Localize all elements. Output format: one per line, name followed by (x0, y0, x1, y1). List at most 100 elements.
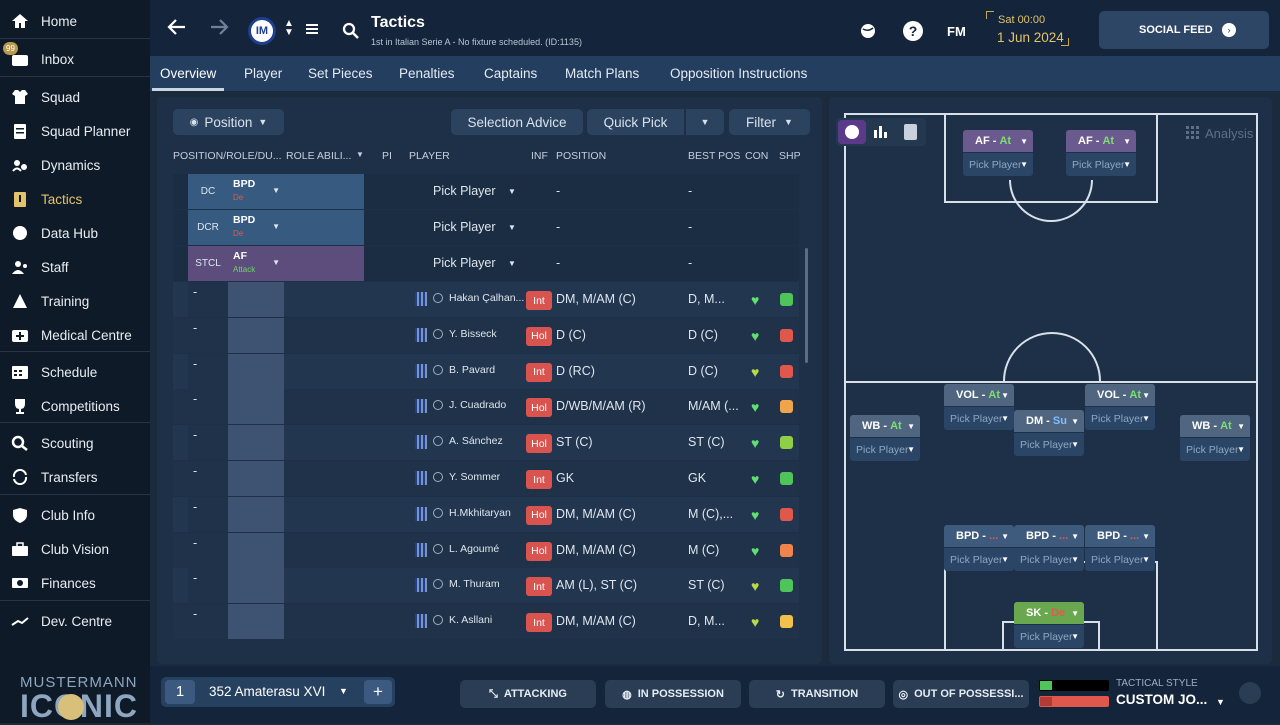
sidebar-item-dynamics[interactable]: Dynamics (0, 148, 150, 182)
forward-arrow-icon[interactable] (208, 16, 230, 41)
sidebar-item-staff[interactable]: Staff (0, 250, 150, 284)
role-badge[interactable]: BPD - ... ▼ (1014, 525, 1084, 547)
chevron-down-icon[interactable]: ▼ (1216, 697, 1225, 707)
tab-set-pieces[interactable]: Set Pieces (308, 66, 373, 81)
tab-match-plans[interactable]: Match Plans (565, 66, 640, 81)
table-scrollbar[interactable] (805, 248, 808, 363)
table-row[interactable]: DC BPD De ▼ Pick Player ▼ - - (173, 174, 799, 209)
role-badge[interactable]: AF - At ▼ (1066, 130, 1136, 152)
pick-player-dropdown[interactable]: Pick Player ▼ (944, 548, 1014, 571)
selection-advice-button[interactable]: Selection Advice (451, 109, 583, 135)
fm-logo[interactable]: FM (947, 24, 966, 39)
role-cell[interactable]: BPD De ▼ (228, 210, 284, 245)
column-header-position-role[interactable]: POSITION/ROLE/DU... (173, 150, 282, 162)
tab-overview[interactable]: Overview (151, 56, 225, 91)
transition-button[interactable]: ↻ TRANSITION (749, 680, 885, 708)
pitch-slot-af-left[interactable]: AF - At ▼ Pick Player ▼ (963, 130, 1033, 176)
sidebar-item-finances[interactable]: Finances (0, 566, 150, 600)
notes-view-icon[interactable] (904, 124, 917, 140)
column-header-inf[interactable]: INF (531, 150, 548, 162)
help-icon[interactable]: ? (903, 21, 923, 41)
pick-player-dropdown[interactable]: Pick Player ▼ (963, 153, 1033, 176)
player-name[interactable]: J. Cuadrado (449, 399, 507, 412)
table-row[interactable]: - L. Agoumé Hol DM, M/AM (C) M (C) ♥ (173, 532, 799, 568)
attacking-button[interactable]: ⤡ ATTACKING (460, 680, 596, 708)
sort-chevron-icon[interactable]: ▼ (356, 150, 364, 159)
tab-opposition-instructions[interactable]: Opposition Instructions (670, 66, 808, 81)
sidebar-item-tactics[interactable]: Tactics (0, 182, 150, 216)
club-logo[interactable]: IM (248, 17, 276, 45)
tactic-selector[interactable]: 1 352 Amaterasu XVI ▼ + (161, 677, 395, 707)
pitch-slot-vol-left[interactable]: VOL - At ▼ Pick Player ▼ (944, 384, 1014, 430)
table-row[interactable]: - J. Cuadrado Hol D/WB/M/AM (R) M/AM (... ♥ (173, 389, 799, 425)
pitch-slot-vol-right[interactable]: VOL - At ▼ Pick Player ▼ (1085, 384, 1155, 430)
quick-pick-button[interactable]: Quick Pick (587, 109, 684, 135)
role-cell[interactable]: BPD De ▼ (228, 174, 284, 209)
date-full[interactable]: 1 Jun 2024 (997, 30, 1064, 45)
sidebar-item-club-vision[interactable]: Club Vision (0, 532, 150, 566)
table-row[interactable]: - H.Mkhitaryan Hol DM, M/AM (C) M (C),... ♥ (173, 496, 799, 532)
pick-player-dropdown[interactable]: Pick Player ▼ (1014, 433, 1084, 456)
sidebar-item-club-info[interactable]: Club Info (0, 498, 150, 532)
sidebar-item-squad-planner[interactable]: Squad Planner (0, 114, 150, 148)
pitch-slot-sk[interactable]: SK - De ▼ Pick Player ▼ (1014, 602, 1084, 648)
role-badge[interactable]: VOL - At ▼ (1085, 384, 1155, 406)
table-row[interactable]: - A. Sánchez Hol ST (C) ST (C) ♥ (173, 425, 799, 461)
table-row[interactable]: STCL AF Attack ▼ Pick Player ▼ - - (173, 246, 799, 281)
player-name[interactable]: A. Sánchez (449, 435, 503, 448)
pitch-slot-bpd-centre[interactable]: BPD - ... ▼ Pick Player ▼ (1014, 525, 1084, 571)
social-feed-button[interactable]: SOCIAL FEED › (1099, 11, 1269, 49)
tab-player[interactable]: Player (244, 66, 283, 81)
sidebar-item-training[interactable]: Training (0, 284, 150, 318)
out-of-possession-button[interactable]: ◎ OUT OF POSSESSI... (893, 680, 1029, 708)
pick-player-dropdown[interactable]: Pick Player ▼ (1180, 438, 1250, 461)
role-badge[interactable]: BPD - ... ▼ (1085, 525, 1155, 547)
tab-penalties[interactable]: Penalties (399, 66, 455, 81)
menu-icon[interactable] (306, 23, 318, 38)
column-header-con[interactable]: CON (745, 150, 769, 162)
table-row[interactable]: - K. Asllani Int DM, M/AM (C) D, M... ♥ (173, 604, 799, 640)
table-row[interactable]: - B. Pavard Int D (RC) D (C) ♥ (173, 353, 799, 389)
table-row[interactable]: - M. Thuram Int AM (L), ST (C) ST (C) ♥ (173, 568, 799, 604)
player-name[interactable]: M. Thuram (449, 578, 500, 591)
sidebar-item-inbox[interactable]: Inbox (0, 42, 150, 76)
sidebar-item-squad[interactable]: Squad (0, 80, 150, 114)
pick-player-dropdown[interactable]: Pick Player (433, 184, 496, 198)
role-badge[interactable]: DM - Su ▼ (1014, 410, 1084, 432)
tactic-analysis-icon[interactable] (1239, 682, 1261, 704)
pick-player-dropdown[interactable]: Pick Player (433, 256, 496, 270)
search-icon[interactable] (342, 22, 360, 43)
player-name[interactable]: Y. Bisseck (449, 327, 497, 340)
tab-captains[interactable]: Captains (484, 66, 538, 81)
sidebar-item-scouting[interactable]: Scouting (0, 426, 150, 460)
back-arrow-icon[interactable] (166, 16, 188, 41)
club-switch-chevrons-icon[interactable]: ▲ ▼ (284, 18, 294, 38)
filter-dropdown[interactable]: Filter ▼ (729, 109, 810, 135)
stats-view-icon[interactable] (874, 124, 888, 141)
column-header-player[interactable]: PLAYER (409, 150, 450, 162)
player-name[interactable]: H.Mkhitaryan (449, 506, 511, 519)
column-header-shp[interactable]: SHP (779, 150, 801, 162)
table-row[interactable]: - Y. Sommer Int GK GK ♥ (173, 461, 799, 496)
table-row[interactable]: DCR BPD De ▼ Pick Player ▼ - - (173, 210, 799, 245)
tactic-number[interactable]: 1 (165, 680, 195, 704)
world-icon[interactable] (859, 22, 877, 43)
pick-player-dropdown[interactable]: Pick Player ▼ (850, 438, 920, 461)
pick-player-dropdown[interactable]: Pick Player (433, 220, 496, 234)
table-row[interactable]: - Hakan Çalhan... Int DM, M/AM (C) D, M... ♥ (173, 282, 799, 317)
pick-player-dropdown[interactable]: Pick Player ▼ (1085, 548, 1155, 571)
column-header-best-pos[interactable]: BEST POS (688, 150, 741, 162)
role-cell[interactable]: AF Attack ▼ (228, 246, 284, 281)
pick-player-dropdown[interactable]: Pick Player ▼ (1014, 625, 1084, 648)
role-badge[interactable]: WB - At ▼ (850, 415, 920, 437)
player-name[interactable]: K. Asllani (449, 614, 493, 627)
role-badge[interactable]: WB - At ▼ (1180, 415, 1250, 437)
pick-player-dropdown[interactable]: Pick Player ▼ (1014, 548, 1084, 571)
quick-pick-chevron-icon[interactable]: ▼ (686, 109, 724, 135)
pitch-slot-dm[interactable]: DM - Su ▼ Pick Player ▼ (1014, 410, 1084, 456)
sidebar-item-transfers[interactable]: Transfers (0, 460, 150, 494)
role-badge[interactable]: AF - At ▼ (963, 130, 1033, 152)
player-name[interactable]: Y. Sommer (449, 471, 501, 483)
pitch-slot-wb-right[interactable]: WB - At ▼ Pick Player ▼ (1180, 415, 1250, 461)
pitch-slot-bpd-left[interactable]: BPD - ... ▼ Pick Player ▼ (944, 525, 1014, 571)
